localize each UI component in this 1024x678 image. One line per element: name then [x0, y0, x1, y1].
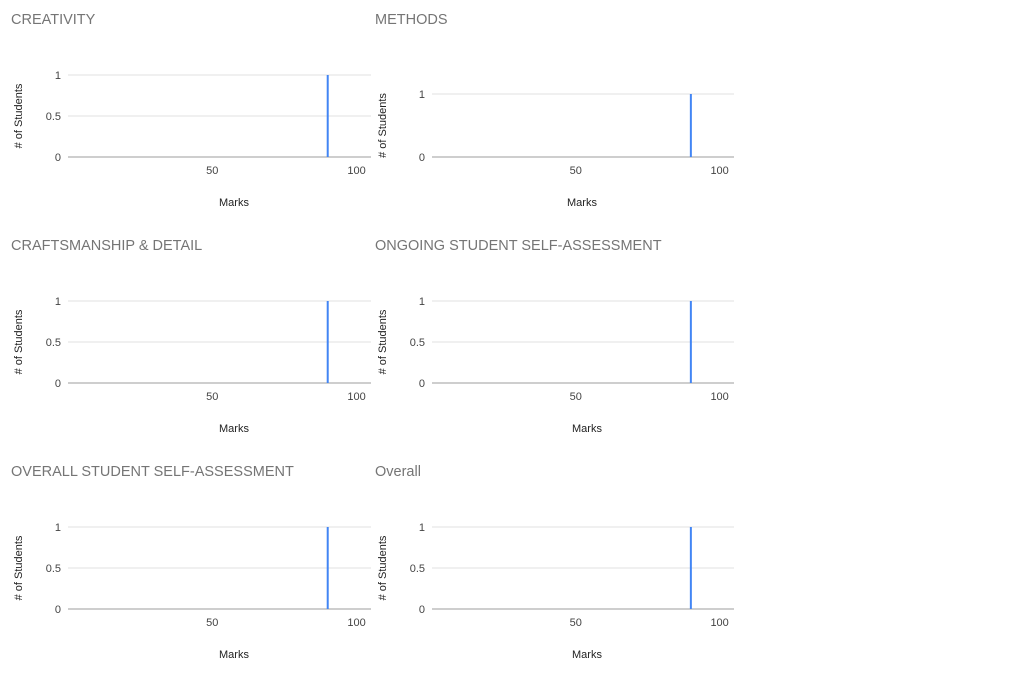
chart-title: ONGOING STUDENT SELF-ASSESSMENT [375, 238, 662, 254]
x-tick-label: 50 [570, 165, 582, 177]
x-tick-label: 50 [206, 165, 218, 177]
x-tick-label: 50 [206, 617, 218, 629]
histogram-bar [689, 94, 692, 157]
y-tick-label: 0.5 [410, 563, 425, 575]
y-tick-label: 1 [55, 70, 61, 82]
y-axis-label: # of Students [377, 93, 389, 158]
histogram-bar [689, 527, 692, 609]
chart-title: Overall [375, 464, 421, 480]
histogram-bar [689, 301, 692, 383]
chart-panel-ongoing-self-assessment: ONGOING STUDENT SELF-ASSESSMENT 0 0.5 1 50 1… [375, 226, 739, 452]
y-tick-label: 1 [419, 296, 425, 308]
chart-panel-overall-self-assessment: OVERALL STUDENT SELF-ASSESSMENT 0 0.5 1 50 1… [11, 452, 375, 678]
x-axis-label: Marks [219, 423, 249, 435]
x-tick-label: 100 [347, 391, 365, 403]
x-tick-label: 100 [710, 391, 728, 403]
chart-panel-creativity: CREATIVITY 0 0.5 1 50 100 Marks # of Students [11, 0, 375, 226]
y-tick-label: 1 [55, 522, 61, 534]
y-tick-label: 0 [55, 604, 61, 616]
x-tick-label: 50 [570, 391, 582, 403]
chart-title: OVERALL STUDENT SELF-ASSESSMENT [11, 464, 294, 480]
y-tick-label: 1 [419, 522, 425, 534]
histogram-chart: 0 1 50 100 Marks # of Students [377, 89, 734, 209]
histogram-bar [326, 301, 329, 383]
x-tick-label: 100 [347, 165, 365, 177]
chart-title: CREATIVITY [11, 12, 96, 28]
histogram-chart: 0 0.5 1 50 100 Marks # of Students [13, 296, 371, 435]
histogram-chart: 0 0.5 1 50 100 Marks # of Students [377, 522, 734, 661]
x-axis-label: Marks [567, 197, 597, 209]
chart-panel-overall: Overall 0 0.5 1 50 100 Marks # of Students [375, 452, 739, 678]
chart-panel-craftsmanship: CRAFTSMANSHIP & DETAIL 0 0.5 1 50 100 Marks # … [11, 226, 375, 452]
y-axis-label: # of Students [377, 535, 389, 600]
y-tick-label: 0.5 [46, 563, 61, 575]
y-tick-label: 0 [419, 378, 425, 390]
x-axis-label: Marks [572, 423, 602, 435]
x-axis-label: Marks [572, 649, 602, 661]
x-tick-label: 100 [710, 617, 728, 629]
y-axis-label: # of Students [13, 309, 25, 374]
y-tick-label: 0.5 [410, 337, 425, 349]
y-tick-label: 0 [55, 378, 61, 390]
histogram-chart: 0 0.5 1 50 100 Marks # of Students [13, 70, 371, 209]
y-tick-label: 0.5 [46, 337, 61, 349]
chart-title: METHODS [375, 12, 448, 28]
chart-title: CRAFTSMANSHIP & DETAIL [11, 238, 203, 254]
y-axis-label: # of Students [13, 83, 25, 148]
x-tick-label: 100 [710, 165, 728, 177]
y-tick-label: 1 [55, 296, 61, 308]
histogram-bar [326, 75, 329, 157]
y-tick-label: 0 [419, 152, 425, 164]
x-tick-label: 100 [347, 617, 365, 629]
y-tick-label: 0 [55, 152, 61, 164]
histogram-chart: 0 0.5 1 50 100 Marks # of Students [377, 296, 734, 435]
y-axis-label: # of Students [13, 535, 25, 600]
x-axis-label: Marks [219, 197, 249, 209]
y-tick-label: 0 [419, 604, 425, 616]
x-axis-label: Marks [219, 649, 249, 661]
y-axis-label: # of Students [377, 309, 389, 374]
x-tick-label: 50 [206, 391, 218, 403]
histogram-bar [326, 527, 329, 609]
y-tick-label: 1 [419, 89, 425, 101]
y-tick-label: 0.5 [46, 111, 61, 123]
chart-panel-methods: METHODS 0 1 50 100 Marks # of Students [375, 0, 739, 226]
x-tick-label: 50 [570, 617, 582, 629]
histogram-chart: 0 0.5 1 50 100 Marks # of Students [13, 522, 371, 661]
